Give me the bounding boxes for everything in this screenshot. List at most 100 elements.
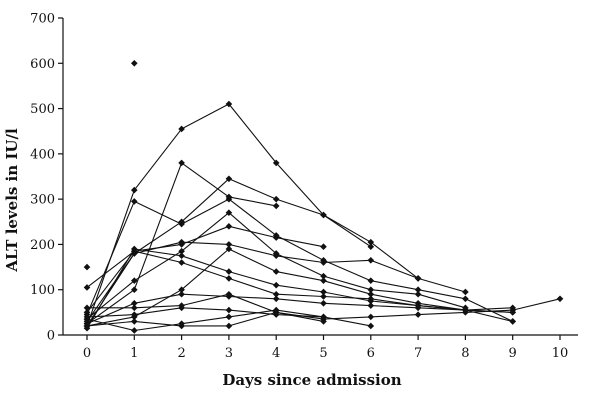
x-tick-label: 1 bbox=[130, 346, 138, 361]
data-point-marker bbox=[272, 306, 280, 314]
data-point-marker bbox=[320, 293, 327, 300]
data-point-marker bbox=[414, 286, 422, 294]
data-point-marker bbox=[225, 245, 233, 253]
data-point-marker bbox=[414, 275, 422, 282]
data-point-marker bbox=[320, 211, 327, 219]
data-point-marker bbox=[225, 306, 233, 314]
data-point-marker bbox=[178, 252, 185, 260]
patient-series-15 bbox=[83, 247, 516, 316]
data-point-marker bbox=[320, 300, 327, 307]
data-point-marker bbox=[178, 320, 185, 327]
data-point-marker bbox=[320, 243, 327, 250]
data-point-marker bbox=[131, 304, 138, 312]
y-tick-label: 200 bbox=[30, 238, 55, 253]
data-point-marker bbox=[367, 277, 375, 284]
x-tick-label: 7 bbox=[414, 346, 422, 361]
data-point-marker bbox=[178, 259, 185, 266]
patient-series-17 bbox=[131, 59, 138, 67]
data-point-marker bbox=[225, 223, 233, 230]
data-point-marker bbox=[367, 302, 375, 309]
x-tick-label: 2 bbox=[177, 346, 185, 361]
data-point-marker bbox=[462, 288, 469, 296]
data-point-marker bbox=[131, 318, 138, 325]
data-point-marker bbox=[367, 295, 375, 303]
data-point-marker bbox=[83, 322, 91, 330]
patient-series-16 bbox=[83, 263, 91, 271]
data-point-marker bbox=[225, 100, 233, 108]
data-point-marker bbox=[225, 268, 233, 275]
y-tick-label: 700 bbox=[30, 12, 55, 27]
patient-series-14 bbox=[83, 306, 327, 334]
data-point-marker bbox=[462, 306, 469, 314]
data-point-marker bbox=[131, 198, 138, 205]
data-point-marker bbox=[131, 186, 138, 194]
data-point-marker bbox=[178, 238, 185, 246]
data-point-marker bbox=[225, 290, 233, 298]
data-point-marker bbox=[509, 309, 516, 316]
y-tick-label: 100 bbox=[30, 283, 55, 298]
x-tick-label: 6 bbox=[367, 346, 375, 361]
data-point-marker bbox=[131, 277, 138, 284]
y-tick-label: 400 bbox=[30, 147, 55, 162]
data-point-marker bbox=[462, 295, 469, 303]
series-line bbox=[86, 241, 419, 322]
data-point-marker bbox=[272, 295, 280, 303]
x-tick-label: 5 bbox=[319, 346, 327, 361]
series-line bbox=[86, 250, 513, 313]
patient-series-5 bbox=[83, 223, 327, 291]
data-point-marker bbox=[225, 313, 233, 321]
y-tick-label: 600 bbox=[30, 57, 55, 72]
series-line bbox=[86, 248, 513, 327]
chart-series-layer bbox=[83, 59, 564, 334]
patient-series-7 bbox=[83, 209, 469, 323]
data-point-marker bbox=[367, 313, 375, 321]
y-tick-label: 500 bbox=[30, 102, 55, 117]
data-point-marker bbox=[178, 159, 185, 167]
data-point-marker bbox=[131, 327, 138, 334]
data-point-marker bbox=[83, 315, 91, 323]
data-point-marker bbox=[131, 247, 138, 255]
x-tick-label: 10 bbox=[552, 346, 569, 361]
data-point-marker bbox=[556, 295, 564, 303]
data-point-marker bbox=[414, 290, 422, 298]
data-point-marker bbox=[272, 250, 280, 257]
data-point-marker bbox=[367, 322, 375, 330]
data-point-marker bbox=[414, 311, 422, 318]
data-point-marker bbox=[272, 234, 280, 241]
data-point-marker bbox=[272, 159, 280, 167]
data-point-marker bbox=[225, 175, 233, 183]
data-point-marker bbox=[320, 272, 327, 280]
patient-series-8 bbox=[83, 245, 516, 332]
data-point-marker bbox=[367, 290, 375, 298]
data-point-marker bbox=[320, 259, 327, 266]
data-point-marker bbox=[178, 218, 185, 226]
series-line bbox=[86, 225, 324, 288]
data-point-marker bbox=[367, 286, 375, 294]
data-point-marker bbox=[178, 286, 185, 294]
data-point-marker bbox=[272, 281, 280, 289]
data-point-marker bbox=[272, 290, 280, 298]
data-point-marker bbox=[272, 195, 280, 203]
data-point-marker bbox=[414, 302, 422, 309]
y-axis-label: ALT levels in IU/l bbox=[3, 128, 21, 273]
patient-series-2 bbox=[83, 195, 516, 325]
chart-axes: 0 100 200 300 400 500 600 700 0 1 2 3 4 5 6 7 8 9 10 bbox=[30, 12, 578, 361]
y-tick-label: 0 bbox=[47, 329, 55, 344]
data-point-marker bbox=[131, 286, 138, 294]
x-tick-label: 0 bbox=[83, 346, 91, 361]
data-point-marker bbox=[320, 288, 327, 296]
data-point-marker bbox=[225, 209, 233, 217]
series-line bbox=[86, 198, 513, 322]
data-point-marker bbox=[225, 275, 233, 282]
data-point-marker bbox=[83, 284, 91, 291]
data-point-marker bbox=[320, 313, 327, 321]
data-point-marker bbox=[320, 277, 327, 284]
data-point-marker bbox=[367, 238, 375, 246]
data-point-marker bbox=[131, 311, 138, 318]
data-point-marker bbox=[178, 290, 185, 298]
data-point-marker bbox=[178, 304, 185, 312]
data-point-marker bbox=[178, 247, 185, 255]
data-point-marker bbox=[367, 243, 375, 250]
x-tick-label: 9 bbox=[509, 346, 517, 361]
data-point-marker bbox=[367, 256, 375, 264]
